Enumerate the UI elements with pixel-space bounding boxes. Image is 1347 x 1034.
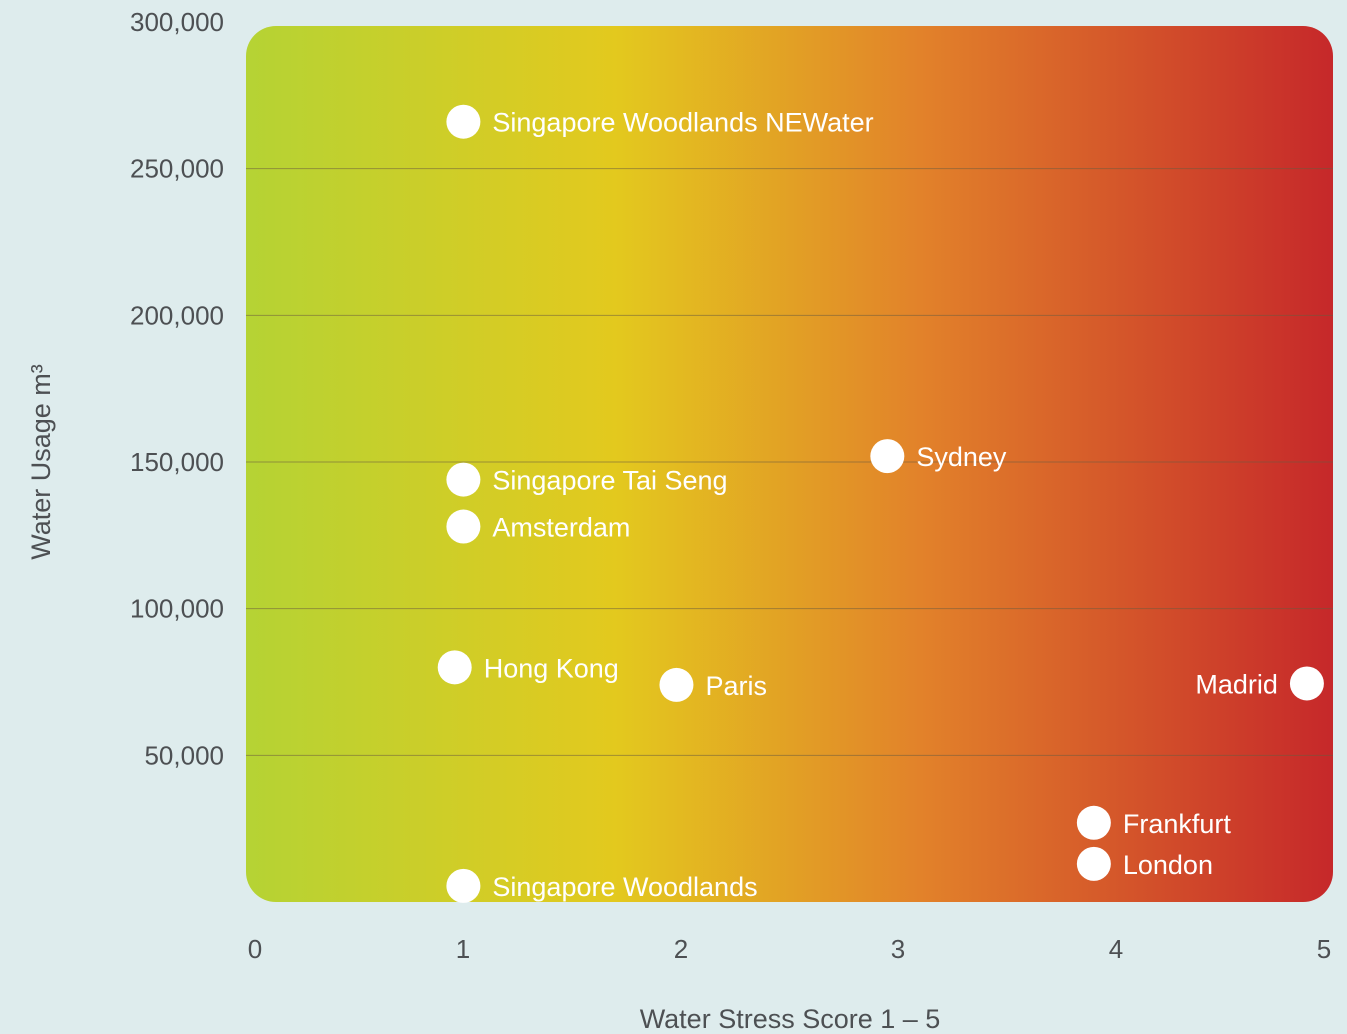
data-point bbox=[659, 667, 694, 702]
data-point-label: Madrid bbox=[1195, 669, 1278, 699]
data-point bbox=[446, 104, 481, 139]
data-point-group: Singapore Woodlands NEWater bbox=[446, 104, 874, 139]
data-point-label: Sydney bbox=[916, 442, 1007, 472]
data-point bbox=[446, 462, 481, 497]
data-point bbox=[870, 439, 905, 474]
data-point-group: Sydney bbox=[870, 439, 1007, 474]
x-tick-label: 5 bbox=[1317, 934, 1331, 964]
y-tick-label: 200,000 bbox=[130, 300, 224, 330]
data-point bbox=[446, 509, 481, 544]
data-point-label: Amsterdam bbox=[492, 513, 630, 543]
y-tick-label: 100,000 bbox=[130, 594, 224, 624]
data-point-label: Singapore Tai Seng bbox=[492, 466, 727, 496]
data-point bbox=[1076, 805, 1111, 840]
data-point-group: Hong Kong bbox=[437, 650, 619, 685]
data-point-label: Singapore Woodlands bbox=[492, 872, 757, 902]
data-point-group: Paris bbox=[659, 667, 767, 702]
data-point-group: Singapore Woodlands bbox=[446, 868, 758, 903]
data-point bbox=[1289, 666, 1324, 701]
x-axis-ticks: 0 1 2 3 4 5 bbox=[248, 934, 1331, 964]
data-point-group: Amsterdam bbox=[446, 509, 630, 544]
data-point bbox=[446, 868, 481, 903]
gridlines bbox=[246, 168, 1333, 756]
data-point bbox=[1076, 846, 1111, 881]
y-axis-title: Water Usage m³ bbox=[26, 364, 56, 560]
y-tick-label: 150,000 bbox=[130, 447, 224, 477]
x-tick-label: 0 bbox=[248, 934, 262, 964]
data-point-label: Singapore Woodlands NEWater bbox=[492, 108, 873, 138]
x-tick-label: 2 bbox=[674, 934, 688, 964]
data-point-group: Singapore Tai Seng bbox=[446, 462, 728, 497]
x-tick-label: 3 bbox=[891, 934, 905, 964]
x-tick-label: 1 bbox=[456, 934, 470, 964]
y-tick-label: 250,000 bbox=[130, 154, 224, 184]
data-point-label: Frankfurt bbox=[1123, 809, 1232, 839]
data-point-group: Madrid bbox=[1195, 666, 1324, 701]
x-axis-title: Water Stress Score 1 – 5 bbox=[640, 1004, 941, 1034]
data-point-label: London bbox=[1123, 850, 1213, 880]
data-point-label: Paris bbox=[705, 671, 767, 701]
plot-area-background bbox=[246, 26, 1333, 902]
y-axis-ticks: 50,000 100,000 150,000 200,000 250,000 300,00… bbox=[130, 7, 224, 770]
y-tick-label: 50,000 bbox=[144, 740, 224, 770]
data-points: Singapore Woodlands NEWater Sydney Singapo… bbox=[437, 104, 1324, 903]
data-point-group: Frankfurt bbox=[1076, 805, 1232, 840]
y-tick-label: 300,000 bbox=[130, 7, 224, 37]
data-point-group: London bbox=[1076, 846, 1213, 881]
data-point bbox=[437, 650, 472, 685]
x-tick-label: 4 bbox=[1109, 934, 1123, 964]
data-point-label: Hong Kong bbox=[484, 653, 619, 683]
